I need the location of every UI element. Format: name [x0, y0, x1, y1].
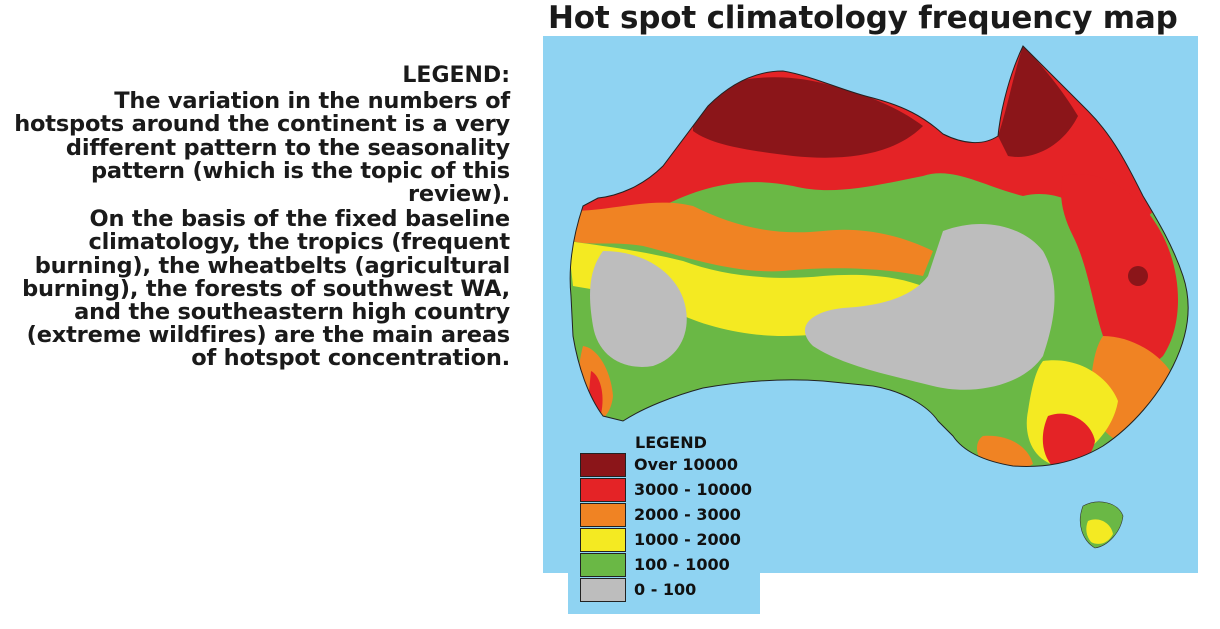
legend-label-100-1000: 100 - 1000 — [634, 555, 730, 574]
legend-item-100-1000: 100 - 1000 — [580, 553, 758, 578]
map-legend: LEGEND Over 10000 3000 - 10000 2000 - 30… — [568, 429, 760, 614]
coastline — [569, 45, 1189, 467]
legend-swatch-over-10000 — [580, 453, 626, 477]
legend-label-0-100: 0 - 100 — [634, 580, 697, 599]
legend-item-3000-10000: 3000 - 10000 — [580, 478, 758, 503]
legend-swatch-0-100 — [580, 578, 626, 602]
legend-item-0-100: 0 - 100 — [580, 578, 758, 603]
description-heading: LEGEND: — [402, 63, 510, 88]
legend-label-2000-3000: 2000 - 3000 — [634, 505, 741, 524]
legend-swatch-1000-2000 — [580, 528, 626, 552]
description-panel: LEGEND: The variation in the numbers of … — [14, 64, 510, 373]
map-title: Hot spot climatology frequency map — [548, 0, 1178, 36]
legend-title: LEGEND — [635, 433, 707, 452]
tasmania-east — [1086, 519, 1113, 544]
legend-swatch-100-1000 — [580, 553, 626, 577]
description-paragraph-2: On the basis of the fixed baseline clima… — [22, 206, 510, 372]
legend-label-over-10000: Over 10000 — [634, 455, 739, 474]
legend-item-1000-2000: 1000 - 2000 — [580, 528, 758, 553]
legend-label-3000-10000: 3000 - 10000 — [634, 480, 752, 499]
legend-label-1000-2000: 1000 - 2000 — [634, 530, 741, 549]
legend-item-over-10000: Over 10000 — [580, 453, 758, 478]
hotspot-map — [543, 36, 1198, 573]
legend-swatch-2000-3000 — [580, 503, 626, 527]
description-paragraph-1: The variation in the numbers of hotspots… — [14, 88, 510, 208]
australia-map-svg — [543, 36, 1198, 573]
legend-item-2000-3000: 2000 - 3000 — [580, 503, 758, 528]
legend-swatch-3000-10000 — [580, 478, 626, 502]
